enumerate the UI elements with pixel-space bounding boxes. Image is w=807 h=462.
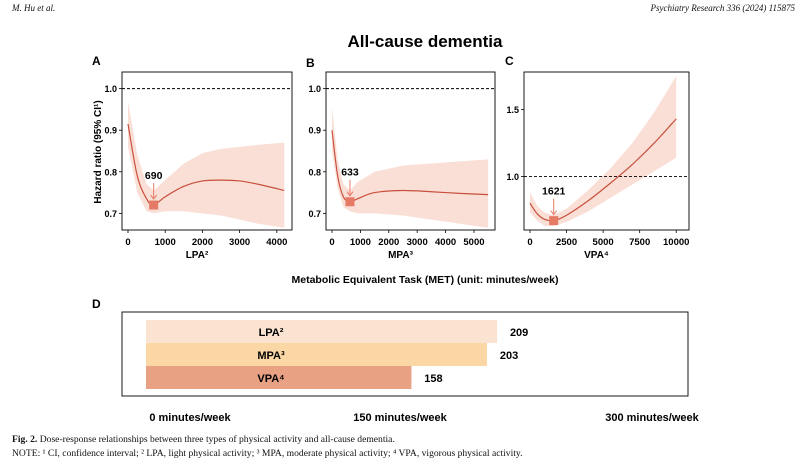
bar-value-label: 203 bbox=[500, 350, 518, 362]
x-axis-label: VPA⁴ bbox=[584, 250, 609, 261]
x-tick-label: 0 bbox=[125, 237, 130, 248]
y-tick-label: 0.8 bbox=[104, 167, 117, 177]
running-header-authors: M. Hu et al. bbox=[12, 3, 56, 13]
y-tick-label: 0.9 bbox=[308, 126, 321, 136]
bar-category-label: VPA⁴ bbox=[257, 373, 284, 385]
y-tick-label: 0.9 bbox=[104, 126, 117, 136]
x-tick-label: 3000 bbox=[229, 237, 250, 248]
optimum-marker bbox=[549, 216, 559, 226]
figure-2: All-cause dementia Hazard ratio (95% CI¹… bbox=[92, 32, 700, 424]
panel-letter-a: A bbox=[92, 54, 101, 68]
bar-chart-frame bbox=[121, 311, 689, 397]
y-tick-label: 1.0 bbox=[308, 84, 321, 94]
x-tick-label: 5000 bbox=[463, 237, 484, 248]
bar-x-tick-label: 0 minutes/week bbox=[149, 412, 231, 424]
x-tick-label: 1000 bbox=[155, 237, 176, 248]
y-tick-label: 1.0 bbox=[104, 84, 117, 94]
optimum-label: 690 bbox=[145, 170, 163, 182]
shared-x-axis-label: Metabolic Equivalent Task (MET) (unit: m… bbox=[291, 274, 558, 286]
bar-mpa bbox=[146, 343, 488, 366]
x-tick-label: 10000 bbox=[663, 237, 689, 248]
caption-text: Dose-response relationships between thre… bbox=[37, 434, 395, 445]
running-header-journal: Psychiatry Research 336 (2024) 115875 bbox=[650, 3, 795, 13]
y-tick-label: 1.0 bbox=[506, 172, 519, 182]
x-tick-label: 3000 bbox=[407, 237, 428, 248]
x-tick-label: 1000 bbox=[350, 237, 371, 248]
panel-a: A 690 0.7 0.8 0.9 1.0 0 1000 2000 3000 4000 LPA² bbox=[92, 54, 293, 261]
panel-letter-b: B bbox=[306, 56, 315, 70]
bar-category-label: LPA² bbox=[259, 327, 284, 339]
bar-value-label: 158 bbox=[424, 373, 442, 385]
bar-x-tick-label: 150 minutes/week bbox=[353, 412, 447, 424]
x-tick-label: 5000 bbox=[593, 237, 614, 248]
optimum-marker bbox=[149, 200, 159, 210]
bar-value-label: 209 bbox=[510, 327, 528, 339]
x-tick-label: 7500 bbox=[629, 237, 650, 248]
optimum-label: 1621 bbox=[542, 186, 566, 198]
hazard-ratio-curve bbox=[529, 118, 677, 222]
x-tick-label: 0 bbox=[329, 237, 334, 248]
x-tick-label: 2500 bbox=[556, 237, 577, 248]
hazard-ratio-curve bbox=[127, 123, 285, 206]
bar-x-tick-label: 300 minutes/week bbox=[605, 412, 699, 424]
x-axis-label: MPA³ bbox=[388, 250, 413, 261]
panel-letter-d: D bbox=[92, 297, 101, 311]
optimum-arrowhead bbox=[150, 194, 158, 200]
panel-letter-c: C bbox=[505, 54, 514, 68]
caption-fig-label: Fig. 2. bbox=[12, 434, 38, 445]
bar-lpa bbox=[146, 320, 498, 343]
x-axis-label: LPA² bbox=[186, 250, 209, 261]
y-tick-label: 0.7 bbox=[104, 209, 117, 219]
figure-caption: Fig. 2. Dose-response relationships betw… bbox=[12, 434, 395, 445]
bar-category-label: MPA³ bbox=[257, 350, 285, 362]
y-axis-label: Hazard ratio (95% CI¹) bbox=[93, 100, 104, 203]
x-tick-label: 2000 bbox=[378, 237, 399, 248]
panel-b: B 633 0.7 0.8 0.9 1.0 0 1000 2000 3000 4000 5000 MPA… bbox=[306, 56, 496, 261]
x-tick-label: 2000 bbox=[192, 237, 213, 248]
bar-vpa bbox=[146, 366, 412, 389]
panel-c: C 1621 1.0 1.5 0 2500 5000 7500 10000 VPA⁴ bbox=[505, 54, 690, 261]
optimum-marker bbox=[345, 197, 355, 207]
y-tick-label: 0.7 bbox=[308, 209, 321, 219]
y-tick-label: 0.8 bbox=[308, 167, 321, 177]
plot-frame bbox=[121, 71, 293, 231]
confidence-band bbox=[530, 76, 677, 226]
x-tick-label: 4000 bbox=[266, 237, 287, 248]
figure-title: All-cause dementia bbox=[348, 32, 503, 51]
confidence-band bbox=[332, 107, 489, 228]
caption-note: NOTE: ¹ CI, confidence interval; ² LPA, … bbox=[12, 448, 523, 459]
x-tick-label: 0 bbox=[527, 237, 532, 248]
optimum-label: 633 bbox=[341, 167, 359, 179]
optimum-arrowhead bbox=[346, 191, 354, 197]
x-tick-label: 4000 bbox=[435, 237, 456, 248]
hazard-ratio-curve bbox=[331, 130, 489, 203]
optimum-arrowhead bbox=[550, 210, 558, 216]
plot-frame bbox=[523, 71, 690, 231]
y-tick-label: 1.5 bbox=[506, 105, 519, 115]
plot-frame bbox=[325, 71, 496, 231]
